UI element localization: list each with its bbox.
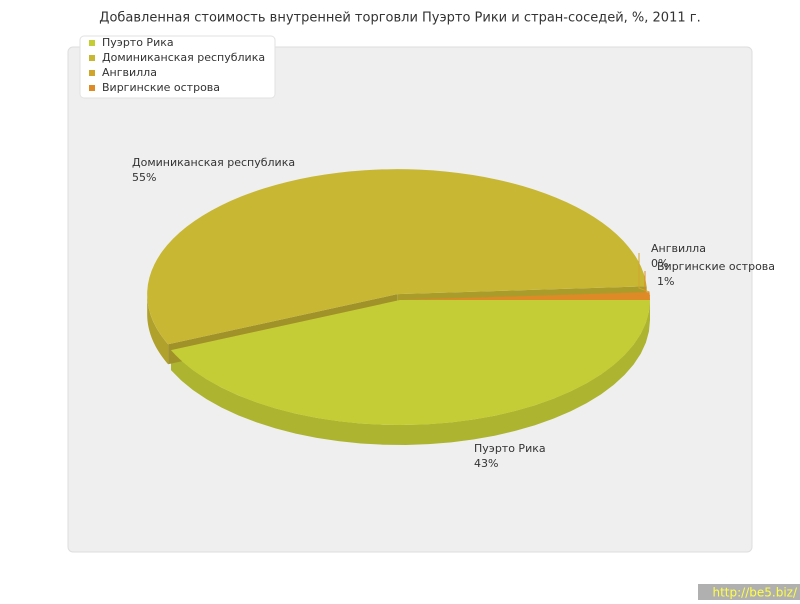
- legend-swatch: [89, 70, 95, 76]
- data-label-name: Ангвилла: [651, 242, 706, 255]
- legend-box: [79, 35, 276, 99]
- data-label-value: 1%: [657, 275, 674, 288]
- watermark: http://be5.biz/: [712, 586, 797, 600]
- slice: [147, 169, 647, 345]
- slice-side: [170, 300, 650, 445]
- legend-label: Виргинские острова: [102, 81, 220, 94]
- legend-swatch: [89, 40, 95, 46]
- legend-swatch: [89, 85, 95, 91]
- leader-line: [638, 253, 650, 293]
- data-labels: Пуэрто Рика 43% Доминиканская республика 55…: [132, 156, 775, 470]
- leader-line: [644, 271, 651, 297]
- legend: Пуэрто Рика Доминиканская республика Ангви…: [89, 36, 265, 94]
- legend-label: Доминиканская республика: [102, 51, 265, 64]
- data-label-value: 55%: [132, 171, 156, 184]
- data-label-name: Пуэрто Рика: [474, 442, 546, 455]
- chart-title: Добавленная стоимость внутренней торговл…: [99, 11, 700, 26]
- slice-side: [147, 294, 169, 365]
- data-label-name: Виргинские острова: [657, 260, 775, 273]
- slice: [170, 300, 651, 426]
- pie: [147, 169, 651, 445]
- slice: [400, 292, 650, 300]
- watermark-bg: [698, 584, 800, 600]
- legend-label: Ангвилла: [102, 66, 157, 79]
- data-label-name: Доминиканская республика: [132, 156, 295, 169]
- data-label-value: 43%: [474, 457, 498, 470]
- data-label-value: 0%: [651, 257, 668, 270]
- legend-label: Пуэрто Рика: [102, 36, 174, 49]
- legend-swatch: [89, 55, 95, 61]
